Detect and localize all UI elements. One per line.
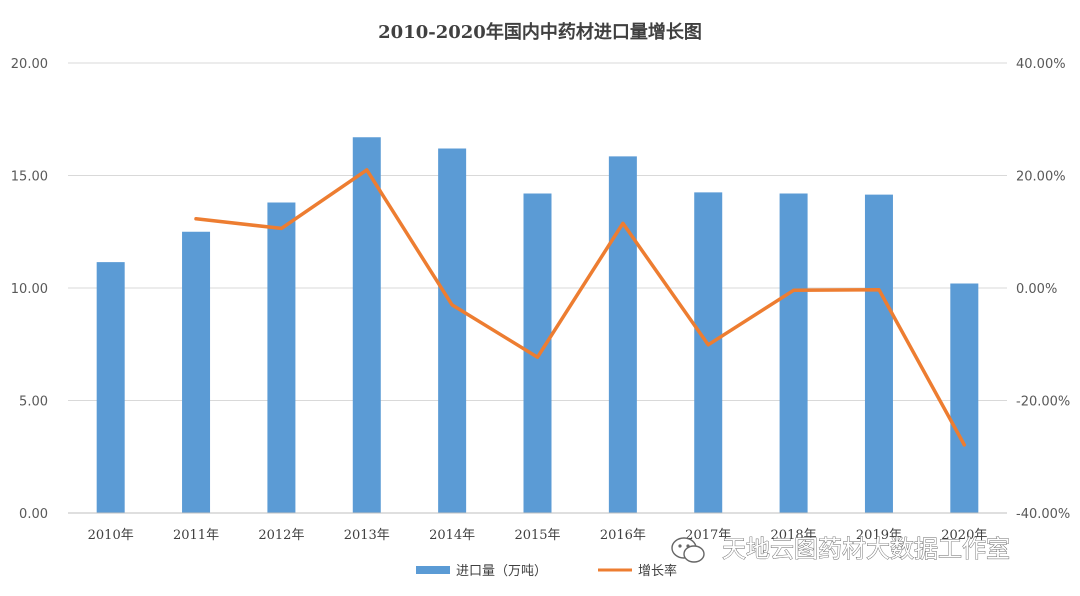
y-right-tick-label: -20.00% (1016, 395, 1070, 410)
y-right-tick-label: 20.00% (1016, 170, 1066, 185)
watermark: 天地云图药材大数据工作室 (671, 535, 1010, 563)
wechat-icon (671, 537, 705, 563)
y-left-tick-label: 10.00 (11, 282, 48, 297)
watermark-text: 天地云图药材大数据工作室 (722, 535, 1010, 563)
bar-series (96, 137, 979, 513)
y-axis-right: -40.00% -20.00% 0.00% 20.00% 40.00% (1016, 57, 1070, 522)
x-tick-label: 2011年 (173, 528, 219, 543)
y-left-tick-label: 15.00 (11, 170, 48, 185)
y-axis-left: 0.00 5.00 10.00 15.00 20.00 (11, 57, 48, 522)
x-tick-label: 2010年 (88, 528, 134, 543)
line-point (877, 288, 881, 292)
y-left-tick-label: 20.00 (11, 57, 48, 72)
growth-rate-line (194, 168, 967, 447)
bar (438, 148, 467, 513)
legend: 进口量（万吨） 增长率 (416, 563, 677, 579)
bar (267, 202, 296, 513)
bar (779, 193, 808, 513)
legend-bar-swatch (416, 566, 450, 574)
line-point (792, 288, 796, 292)
line-point (450, 303, 454, 307)
line-point (962, 443, 966, 447)
x-tick-label: 2020年 (941, 528, 987, 543)
line-series (194, 168, 967, 447)
line-point (706, 343, 710, 347)
line-point (365, 168, 369, 172)
bar (864, 194, 893, 513)
x-tick-label: 2016年 (600, 528, 646, 543)
x-tick-label: 2019年 (856, 528, 902, 543)
line-point (194, 217, 198, 221)
x-tick-label: 2017年 (685, 528, 731, 543)
bar (182, 231, 211, 513)
line-point (536, 355, 539, 359)
bar (950, 283, 979, 513)
chart-title: 2010-2020年国内中药材进口量增长图 (378, 21, 702, 43)
legend-line-label: 增长率 (638, 563, 677, 579)
x-tick-label: 2018年 (771, 528, 817, 543)
bar (352, 137, 381, 513)
x-tick-label: 2015年 (514, 528, 560, 543)
y-left-tick-label: 0.00 (19, 507, 48, 522)
bar (96, 262, 125, 513)
x-tick-label: 2014年 (429, 528, 475, 543)
y-left-tick-label: 5.00 (19, 395, 48, 410)
line-point (279, 226, 283, 230)
bar (608, 156, 637, 513)
x-tick-label: 2013年 (344, 528, 390, 543)
x-axis: 2010年 2011年 2012年 2013年 2014年 2015年 2016年 2017年… (68, 512, 1007, 543)
legend-bar-label: 进口量（万吨） (456, 564, 547, 579)
y-right-tick-label: 40.00% (1016, 57, 1066, 72)
bar (694, 192, 723, 513)
line-point (621, 221, 625, 225)
x-tick-label: 2012年 (258, 528, 304, 543)
y-right-tick-label: 0.00% (1016, 282, 1057, 297)
y-right-tick-label: -40.00% (1016, 507, 1070, 522)
